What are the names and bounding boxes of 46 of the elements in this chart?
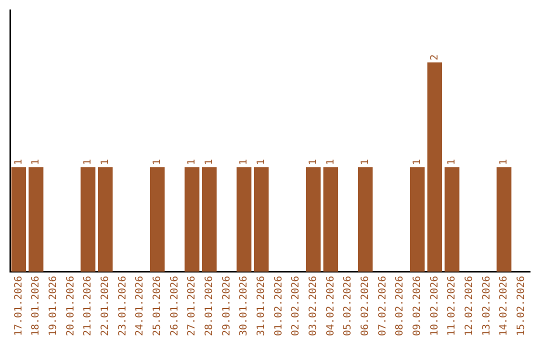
data-label: 1 [360,159,371,166]
data-label: 1 [325,159,336,166]
x-tick-label: 20.01.2026 [65,276,76,336]
data-label: 1 [186,159,198,166]
x-tick-label: 08.02.2026 [394,276,406,336]
data-label: 1 [82,159,94,166]
x-tick-label: 23.01.2026 [117,276,128,336]
data-label: 1 [498,159,510,166]
x-tick-label: 28.01.2026 [204,276,215,336]
x-tick-label: 01.02.2026 [273,276,284,336]
data-label: 1 [100,159,111,166]
x-tick-label: 11.02.2026 [446,276,458,336]
x-tick-label: 21.01.2026 [82,276,94,336]
x-tick-label: 14.02.2026 [498,276,510,336]
x-tick-label: 04.02.2026 [325,276,336,336]
x-tick-label: 09.02.2026 [412,276,423,336]
data-label: 1 [446,159,458,166]
x-tick-label: 26.01.2026 [169,276,180,336]
x-tick-label: 24.01.2026 [134,276,146,336]
data-label: 1 [238,159,250,166]
data-label: 1 [152,159,163,166]
x-tick-label: 07.02.2026 [377,276,388,336]
x-tick-label: 06.02.2026 [360,276,371,336]
x-tick-label: 22.01.2026 [100,276,111,336]
x-tick-label: 17.01.2026 [13,276,24,336]
x-tick-label: 25.01.2026 [152,276,163,336]
x-tick-label: 02.02.2026 [290,276,302,336]
data-label: 1 [30,159,42,166]
x-tick-label: 27.01.2026 [186,276,198,336]
x-tick-label: 03.02.2026 [308,276,319,336]
x-tick-label: 10.02.2026 [429,276,440,336]
x-tick-label: 31.01.2026 [256,276,267,336]
x-tick-label: 12.02.2026 [464,276,475,336]
x-tick-label: 29.01.2026 [221,276,232,336]
data-label: 1 [308,159,319,166]
data-label: 1 [204,159,215,166]
data-label: 1 [256,159,267,166]
x-tick-label: 19.01.2026 [48,276,59,336]
x-tick-label: 18.01.2026 [30,276,42,336]
x-tick-label: 05.02.2026 [342,276,354,336]
data-label: 1 [412,159,423,166]
x-tick-label: 15.02.2026 [516,276,527,336]
data-label: 2 [429,54,440,60]
x-tick-label: 30.01.2026 [238,276,250,336]
x-tick-label: 13.02.2026 [481,276,492,336]
data-label: 1 [13,159,24,166]
